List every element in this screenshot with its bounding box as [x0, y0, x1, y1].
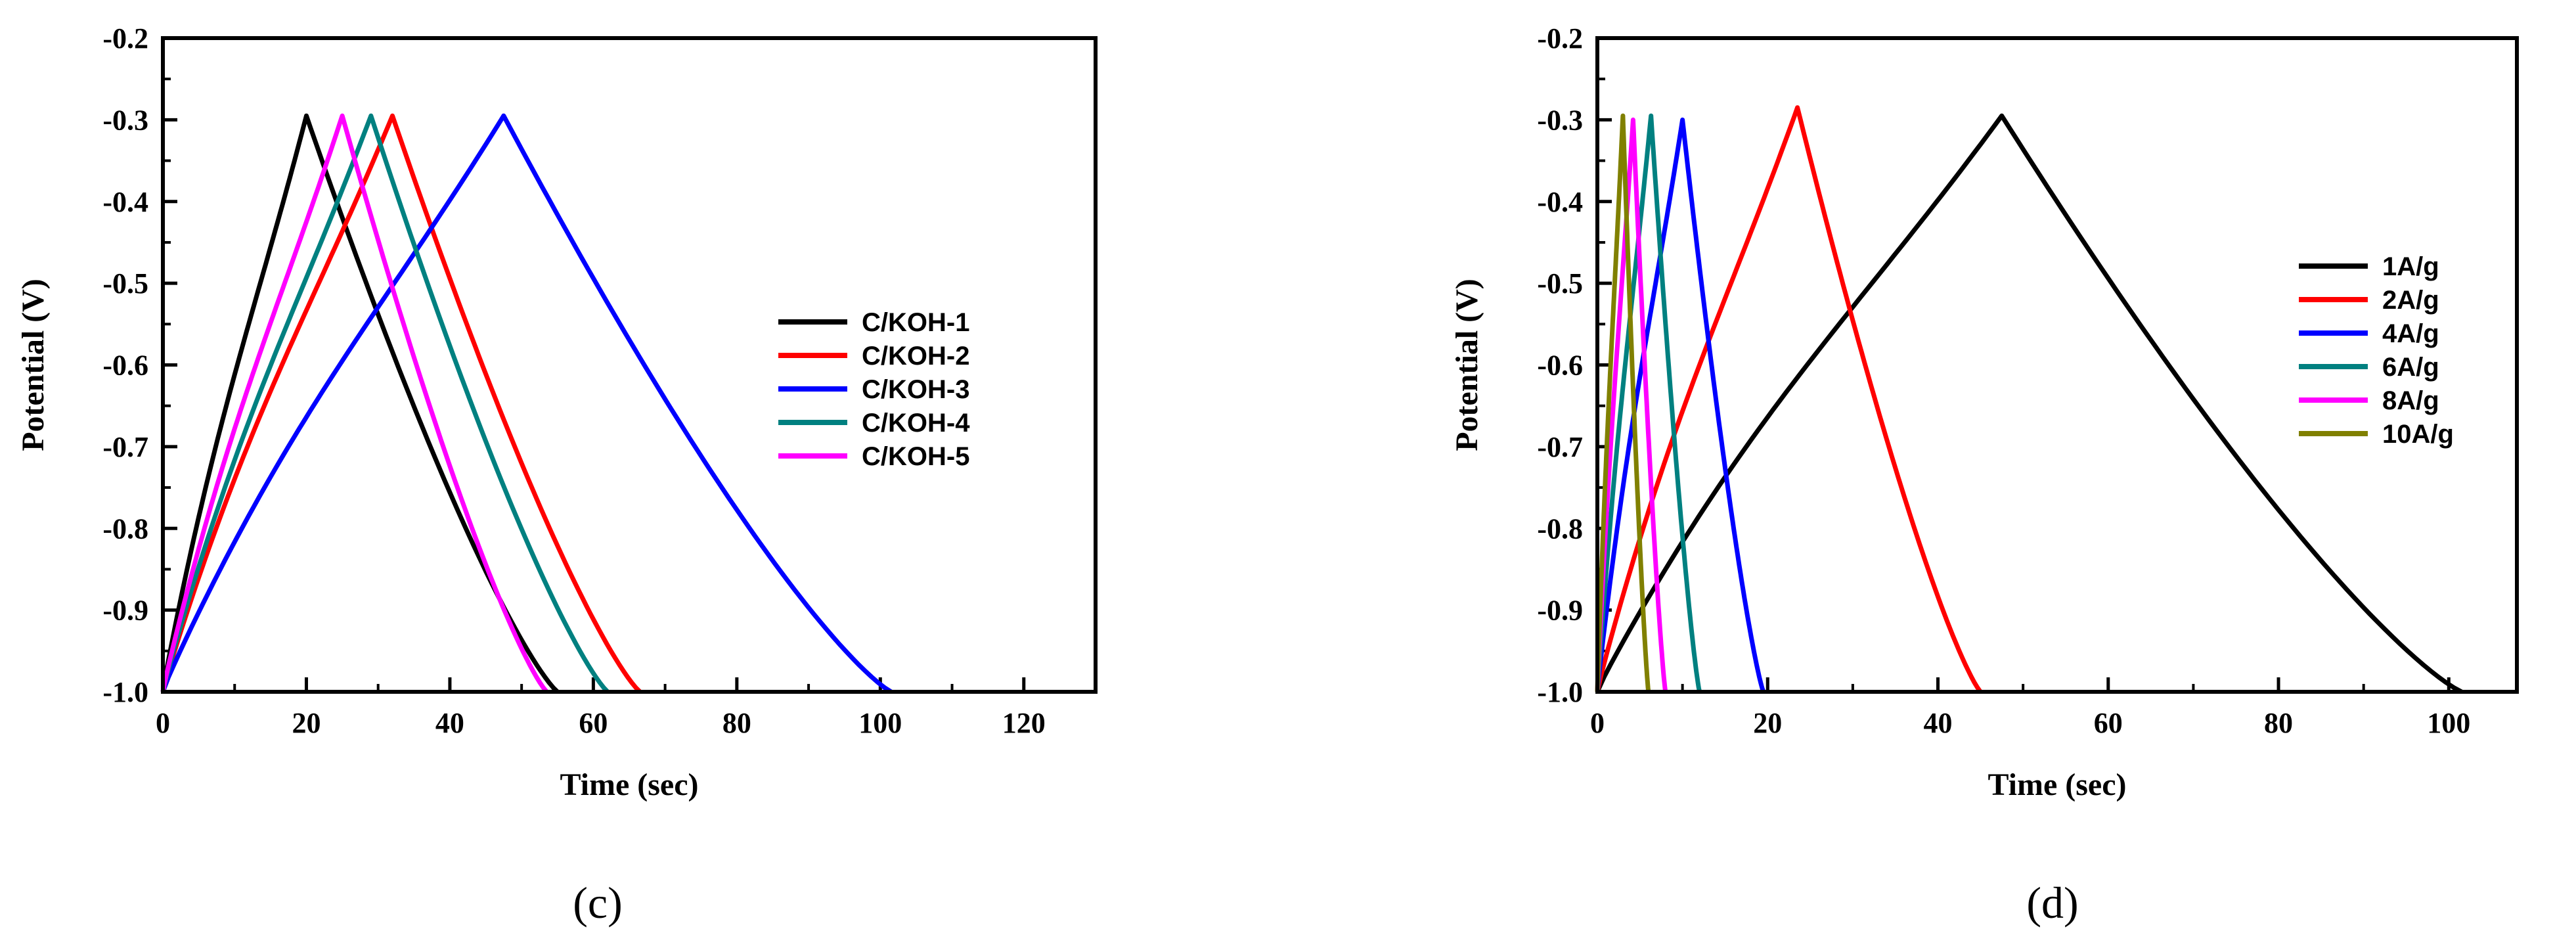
- series-line-10a-g: [1595, 113, 1651, 692]
- x-tick-label: 100: [2427, 707, 2470, 739]
- legend-label: 8A/g: [2382, 386, 2439, 415]
- x-tick-label: 60: [579, 707, 608, 739]
- x-tick-label: 40: [1924, 707, 1953, 739]
- x-tick-label: 0: [156, 707, 170, 739]
- x-tick-label: 0: [1590, 707, 1605, 739]
- series-line-c-koh-5: [160, 113, 549, 694]
- x-tick-label: 100: [858, 707, 902, 739]
- panel-c-y-axis-title: Potential (V): [16, 279, 51, 451]
- y-tick-label: -0.3: [102, 104, 148, 136]
- y-tick-label: -0.5: [1537, 267, 1583, 300]
- x-tick-label: 120: [1002, 707, 1046, 739]
- y-tick-label: -0.7: [102, 431, 148, 463]
- panel-d-tick-labels: 0 20 40 60 80 100 -0.2 -0.3 -0.4 -0.5 -0.6 -0.7 -0.8…: [1537, 22, 2470, 739]
- y-tick-label: -0.9: [1537, 595, 1583, 627]
- panel-d-series: [1595, 105, 2463, 694]
- legend-label: 10A/g: [2382, 420, 2454, 449]
- y-tick-label: -1.0: [1537, 676, 1583, 708]
- y-tick-label: -1.0: [102, 676, 148, 708]
- legend-label: 1A/g: [2382, 252, 2439, 281]
- panel-d-legend: 1A/g 2A/g 4A/g 6A/g 8A/g 10A/g: [2299, 252, 2454, 449]
- panel-d-x-axis-title: Time (sec): [1988, 767, 2126, 802]
- y-tick-label: -0.7: [1537, 431, 1583, 463]
- y-tick-label: -0.4: [1537, 186, 1583, 218]
- series-line-c-koh-2: [160, 113, 642, 694]
- x-tick-label: 20: [1753, 707, 1782, 739]
- panel-d-plot-frame: [1595, 36, 2519, 694]
- legend-label: C/KOH-2: [862, 342, 969, 371]
- series-line-c-koh-1: [160, 113, 560, 694]
- panel-c: 0 20 40 60 80 100 120 -0.2 -0.3 -0.4 -0.5 -0.6 -0.7 -…: [16, 22, 1098, 928]
- y-tick-label: -0.3: [1537, 104, 1583, 136]
- y-tick-label: -0.6: [102, 350, 148, 382]
- series-line-1a-g: [1595, 113, 2463, 694]
- legend-label: 2A/g: [2382, 286, 2439, 315]
- x-tick-label: 40: [435, 707, 464, 739]
- panel-c-plot-frame: [161, 36, 1098, 694]
- series-line-c-koh-4: [160, 113, 610, 694]
- series-line-8a-g: [1595, 117, 1668, 692]
- panel-d-caption: (d): [2026, 878, 2078, 928]
- y-tick-label: -0.4: [102, 186, 148, 218]
- legend-label: C/KOH-1: [862, 308, 969, 337]
- y-tick-label: -0.8: [1537, 512, 1583, 545]
- panel-c-legend: C/KOH-1 C/KOH-2 C/KOH-3 C/KOH-4 C/KOH-5: [778, 308, 970, 471]
- series-line-2a-g: [1595, 105, 1983, 694]
- x-tick-label: 80: [722, 707, 751, 739]
- x-tick-label: 60: [2094, 707, 2123, 739]
- y-tick-label: -0.9: [102, 595, 148, 627]
- legend-label: C/KOH-3: [862, 375, 969, 404]
- y-tick-label: -0.8: [102, 512, 148, 545]
- panel-c-caption: (c): [573, 878, 622, 928]
- y-tick-label: -0.5: [102, 267, 148, 300]
- series-line-4a-g: [1595, 117, 1766, 693]
- x-tick-label: 80: [2264, 707, 2293, 739]
- panel-d: 0 20 40 60 80 100 -0.2 -0.3 -0.4 -0.5 -0.6 -0.7 -0.8…: [1450, 22, 2519, 928]
- x-tick-label: 20: [292, 707, 321, 739]
- y-tick-label: -0.6: [1537, 350, 1583, 382]
- series-line-c-koh-3: [160, 113, 893, 694]
- panel-c-series: [160, 113, 893, 694]
- panel-c-x-axis-title: Time (sec): [560, 767, 698, 802]
- panel-d-y-axis-title: Potential (V): [1450, 279, 1484, 451]
- y-tick-label: -0.2: [1537, 22, 1583, 55]
- legend-label: 4A/g: [2382, 319, 2439, 348]
- legend-label: C/KOH-5: [862, 442, 969, 471]
- legend-label: 6A/g: [2382, 353, 2439, 382]
- legend-label: C/KOH-4: [862, 409, 970, 438]
- panel-c-tick-labels: 0 20 40 60 80 100 120 -0.2 -0.3 -0.4 -0.5 -0.6 -0.7 -…: [102, 22, 1045, 739]
- series-line-6a-g: [1595, 113, 1702, 692]
- y-tick-label: -0.2: [102, 22, 148, 55]
